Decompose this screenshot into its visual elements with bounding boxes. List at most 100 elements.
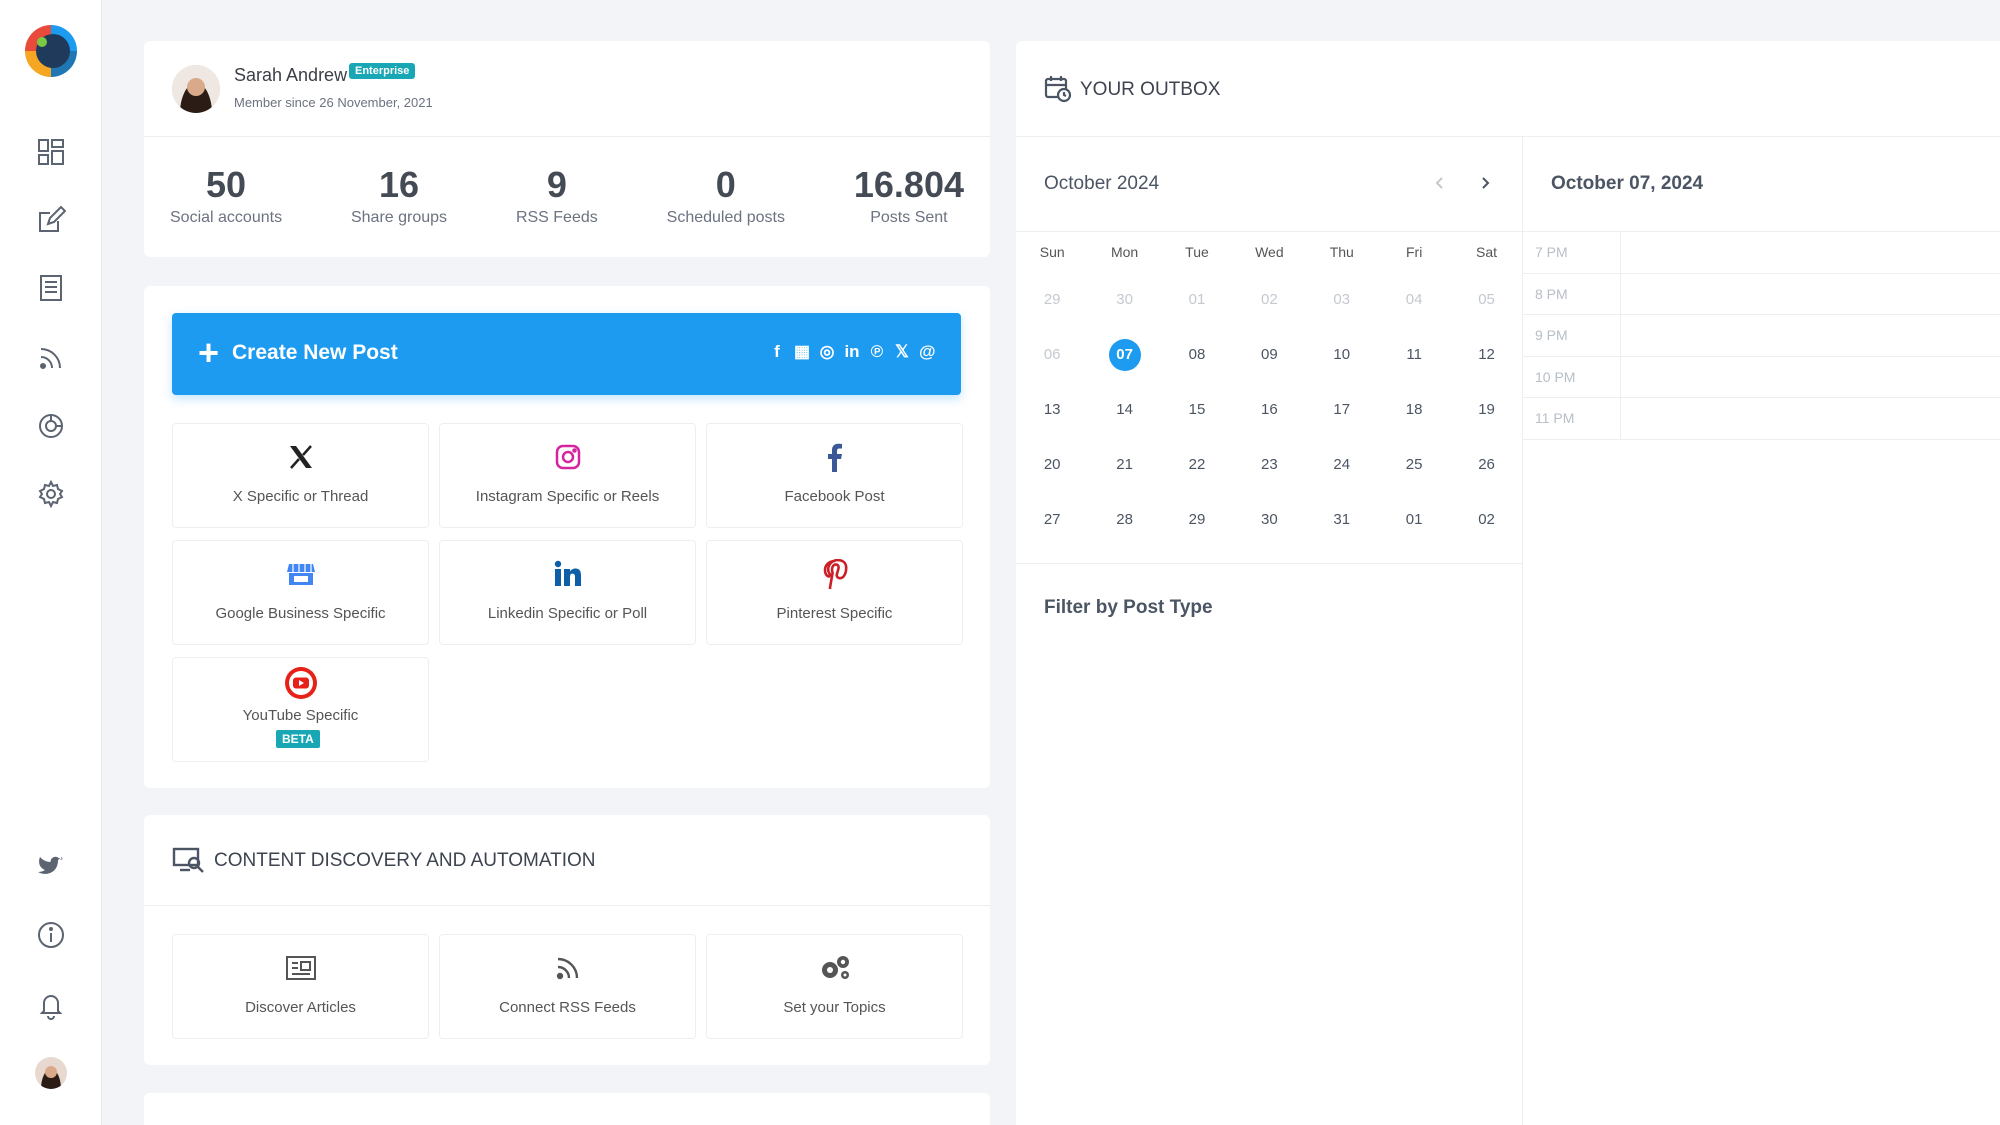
- calendar-day[interactable]: 22: [1188, 456, 1206, 473]
- weekday-label: Thu: [1329, 244, 1354, 260]
- hour-label: 10 PM: [1523, 356, 1621, 397]
- tile-instagram[interactable]: Instagram Specific or Reels: [439, 423, 696, 528]
- calendar-day[interactable]: 24: [1333, 456, 1351, 473]
- tile-label: YouTube Specific: [242, 707, 359, 724]
- calendar-day[interactable]: 27: [1043, 511, 1061, 528]
- calendar-day[interactable]: 30: [1261, 511, 1278, 528]
- calendar-day[interactable]: 05: [1478, 291, 1495, 308]
- calendar-week: 06 07 08 09 10 11 12: [1016, 327, 1523, 382]
- calendar-day[interactable]: 13: [1043, 401, 1061, 418]
- calendar-day[interactable]: 04: [1405, 291, 1423, 308]
- tile-google-business[interactable]: Google Business Specific: [172, 540, 429, 645]
- create-new-post-button[interactable]: + Create New Post f ▦ ◎ in ℗ 𝕏 @: [172, 313, 961, 395]
- stat-value: 50: [206, 164, 247, 205]
- calendar-day[interactable]: 02: [1478, 511, 1495, 528]
- chevron-left-icon[interactable]: [1428, 171, 1452, 195]
- calendar-day[interactable]: 29: [1043, 291, 1061, 308]
- dashboard-icon[interactable]: [33, 134, 69, 170]
- hour-row[interactable]: 10 PM: [1523, 356, 2000, 398]
- tile-x-thread[interactable]: X Specific or Thread: [172, 423, 429, 528]
- instagram-icon: ◎: [819, 342, 835, 361]
- calendar-day[interactable]: 26: [1478, 456, 1495, 473]
- stat-label: Share groups: [350, 209, 448, 226]
- weekday-row: Sun Mon Tue Wed Thu Fri Sat: [1016, 232, 1523, 272]
- tile-label: Linkedin Specific or Poll: [487, 605, 648, 622]
- calendar-day[interactable]: 16: [1261, 401, 1278, 418]
- calendar-grid: Sun Mon Tue Wed Thu Fri Sat 29 30 01 02 03 04 05 06 07 0…: [1016, 231, 1523, 547]
- profile-name: Sarah Andrew: [234, 65, 348, 85]
- calendar-day[interactable]: 25: [1405, 456, 1423, 473]
- google-business-icon: ▦: [794, 342, 811, 361]
- calendar-day[interactable]: 21: [1116, 456, 1133, 473]
- app-logo[interactable]: [20, 20, 82, 82]
- calendar-day[interactable]: 01: [1188, 291, 1206, 308]
- calendar-day[interactable]: 14: [1116, 401, 1133, 418]
- calendar-day[interactable]: 17: [1333, 401, 1351, 418]
- tile-youtube[interactable]: YouTube Specific BETA: [172, 657, 429, 762]
- tile-pinterest[interactable]: Pinterest Specific: [706, 540, 963, 645]
- tile-facebook[interactable]: Facebook Post: [706, 423, 963, 528]
- google-business-icon: [173, 557, 428, 591]
- tile-connect-rss[interactable]: Connect RSS Feeds: [439, 934, 696, 1039]
- instagram-icon: [440, 440, 695, 474]
- calendar-day[interactable]: 02: [1261, 291, 1278, 308]
- facebook-icon: f: [774, 342, 780, 361]
- calendar-day[interactable]: 30: [1116, 291, 1133, 308]
- calendar-day[interactable]: 29: [1188, 511, 1206, 528]
- hour-row[interactable]: 7 PM: [1523, 232, 2000, 274]
- calendar-day[interactable]: 10: [1333, 346, 1351, 363]
- articles-icon[interactable]: [33, 270, 69, 306]
- hour-row[interactable]: 9 PM: [1523, 315, 2000, 357]
- chevron-right-icon[interactable]: [1473, 171, 1497, 195]
- weekday-label: Wed: [1255, 244, 1284, 260]
- calendar-day[interactable]: 09: [1261, 346, 1278, 363]
- tile-label: Set your Topics: [783, 999, 886, 1016]
- avatar[interactable]: [35, 1057, 67, 1089]
- tile-discover-articles[interactable]: Discover Articles: [172, 934, 429, 1039]
- stat-label: Posts Sent: [870, 209, 948, 226]
- stat-label: Scheduled posts: [666, 209, 785, 226]
- threads-icon: @: [919, 342, 936, 361]
- calendar-day[interactable]: 15: [1188, 401, 1206, 418]
- calendar-day[interactable]: 07: [1088, 338, 1160, 371]
- hour-row[interactable]: 8 PM: [1523, 273, 2000, 315]
- linkedin-icon: [440, 557, 695, 591]
- calendar-day[interactable]: 20: [1043, 456, 1061, 473]
- calendar-day[interactable]: 12: [1478, 346, 1495, 363]
- hour-row[interactable]: 11 PM: [1523, 398, 2000, 440]
- calendar-day[interactable]: 03: [1333, 291, 1351, 308]
- stats-row: 50 Social accounts 16 Share groups 9 RSS Fe…: [144, 137, 990, 227]
- newspaper-icon: [173, 951, 428, 985]
- compose-icon[interactable]: [33, 202, 69, 238]
- settings-icon[interactable]: [33, 476, 69, 512]
- selected-day[interactable]: 07: [1108, 338, 1141, 371]
- rss-icon[interactable]: [33, 340, 69, 376]
- bell-icon[interactable]: [33, 987, 69, 1023]
- tile-set-topics[interactable]: Set your Topics: [706, 934, 963, 1039]
- stat-value: 16: [378, 164, 420, 205]
- profile-avatar[interactable]: [172, 65, 220, 113]
- analytics-icon[interactable]: [33, 408, 69, 444]
- outbox-header: YOUR OUTBOX: [1016, 41, 2000, 137]
- calendar-day[interactable]: 01: [1405, 511, 1423, 528]
- filter-by-post-type: Filter by Post Type: [1044, 597, 1213, 618]
- twitter-icon[interactable]: [33, 848, 69, 884]
- pinterest-icon: ℗: [870, 342, 884, 361]
- calendar-day[interactable]: 18: [1405, 401, 1423, 418]
- calendar-week: 13 14 15 16 17 18 19: [1016, 382, 1523, 437]
- linkedin-icon: in: [844, 342, 860, 361]
- tile-label: Instagram Specific or Reels: [475, 488, 660, 505]
- calendar-day[interactable]: 19: [1478, 401, 1495, 418]
- info-icon[interactable]: [33, 917, 69, 953]
- calendar-day[interactable]: 23: [1261, 456, 1278, 473]
- calendar-day[interactable]: 06: [1043, 346, 1061, 363]
- calendar-day[interactable]: 08: [1188, 346, 1206, 363]
- calendar-day[interactable]: 11: [1406, 346, 1422, 363]
- calendar-day[interactable]: 28: [1116, 511, 1133, 528]
- sidebar: [0, 0, 102, 1125]
- gears-icon: [707, 951, 962, 985]
- pinterest-icon: [707, 557, 962, 591]
- tile-linkedin[interactable]: Linkedin Specific or Poll: [439, 540, 696, 645]
- weekday-label: Fri: [1405, 244, 1423, 260]
- calendar-day[interactable]: 31: [1333, 511, 1351, 528]
